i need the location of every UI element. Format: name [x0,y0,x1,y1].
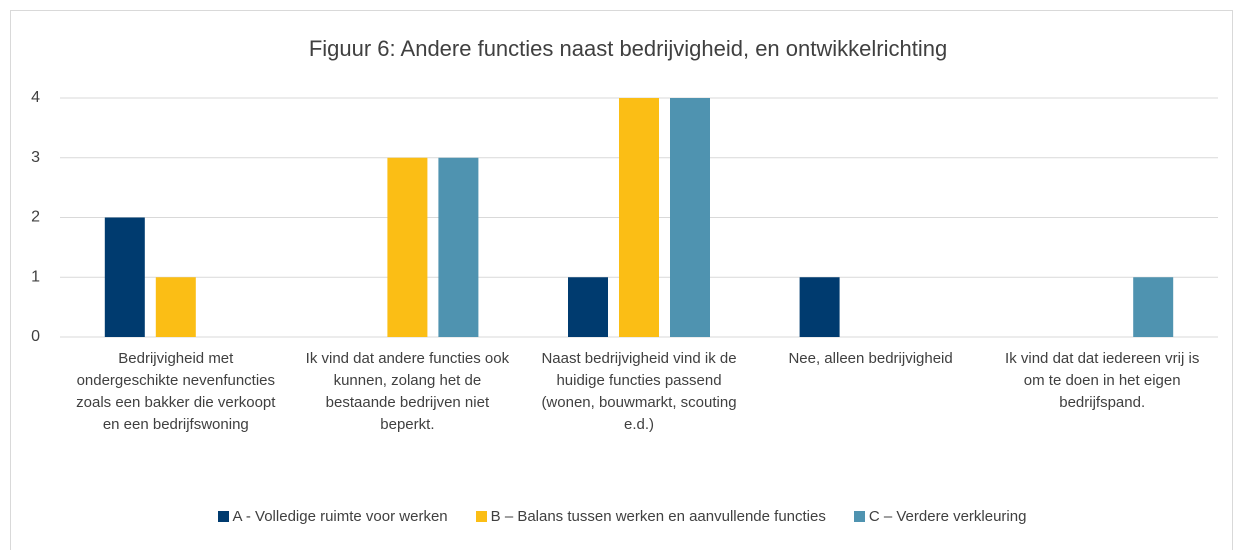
bar [387,157,428,337]
y-tick-label: 1 [31,268,40,285]
y-tick-label: 2 [31,209,40,226]
bar [155,277,196,337]
x-tick-label: Ik vind dat dat iedereen vrij is om te d… [1005,350,1200,411]
y-tick-label: 4 [31,89,40,106]
legend-item: C – Verdere verkleuring [853,508,1027,525]
x-tick-label: Bedrijvigheid met ondergeschikte nevenfu… [76,350,276,433]
y-tick-label: 3 [31,149,40,166]
bar [438,157,479,337]
legend: A - Volledige ruimte voor werken B – Bala… [0,508,1244,525]
chart-frame [10,10,1233,550]
legend-item: B – Balans tussen werken en aanvullende … [475,508,826,525]
bar [619,98,659,337]
legend-item: A - Volledige ruimte voor werken [217,508,448,525]
chart-title: Figuur 6: Andere functies naast bedrijvi… [309,36,947,61]
bar [104,217,145,337]
bar [670,98,710,337]
legend-swatch [853,511,865,522]
bar [799,277,840,337]
legend-swatch [217,511,229,522]
legend-label: A - Volledige ruimte voor werken [232,508,448,525]
legend-label: C – Verdere verkleuring [868,508,1027,525]
y-tick-label: 0 [31,328,40,345]
bar [568,277,608,337]
x-tick-label: Nee, alleen bedrijvigheid [788,350,953,367]
legend-label: B – Balans tussen werken en aanvullende … [490,508,826,525]
x-tick-label: Ik vind dat andere functies ook kunnen, … [305,350,510,433]
x-tick-label: Naast bedrijvigheid vind ik de huidige f… [541,350,737,433]
bar [1133,277,1174,337]
legend-swatch [475,511,487,522]
